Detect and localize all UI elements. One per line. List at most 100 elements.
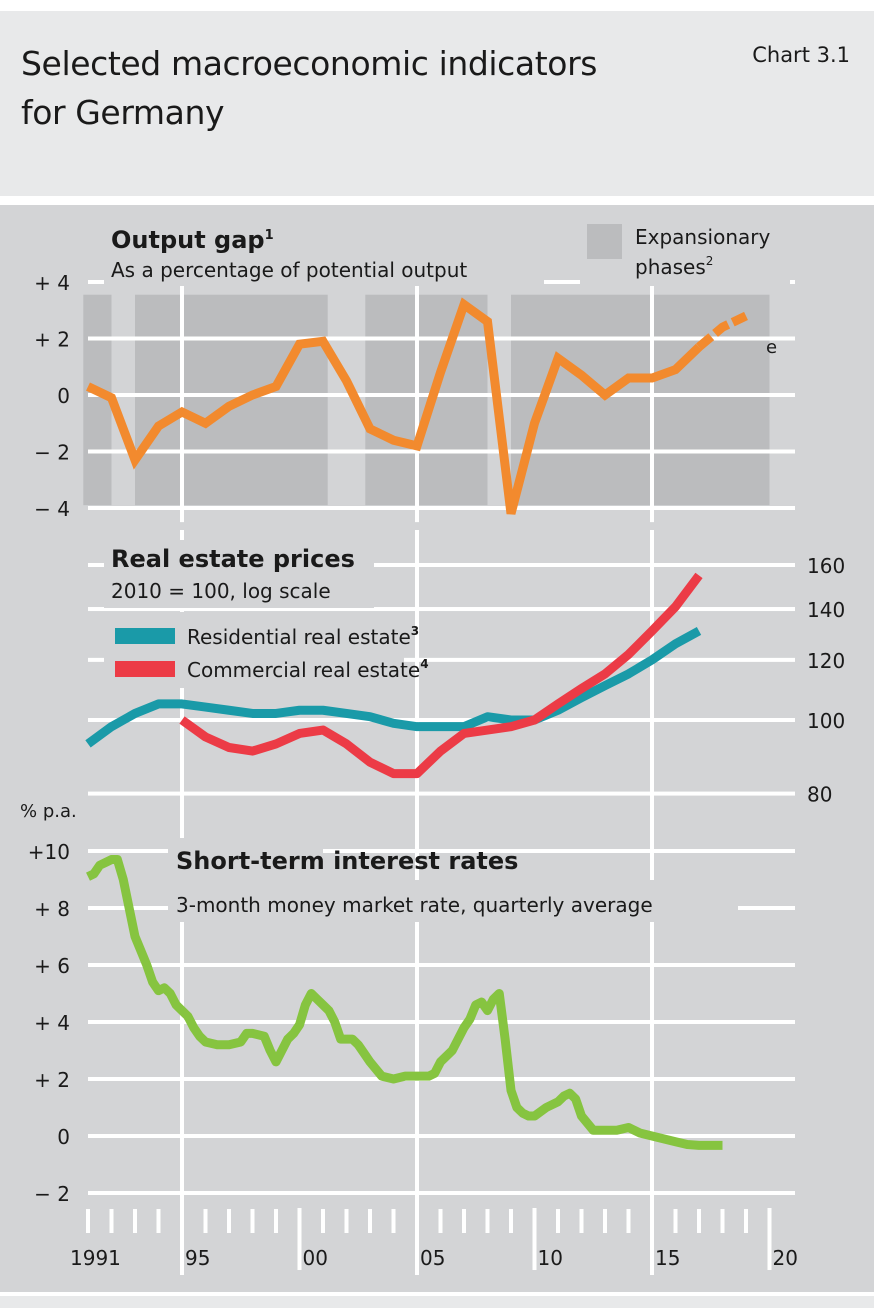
interest-title: Short-term interest rates bbox=[176, 847, 518, 875]
output-gap-y-tick-label: 0 bbox=[57, 384, 70, 408]
real-estate-y-tick-label: 80 bbox=[807, 783, 832, 807]
interest-gridline bbox=[88, 849, 795, 853]
chart-number: Chart 3.1 bbox=[752, 43, 850, 67]
legend-expansion-label: Expansionary bbox=[635, 225, 770, 249]
vertical-gridline bbox=[415, 820, 419, 1275]
interest-gridline bbox=[88, 1191, 795, 1195]
residential-real-estate-line bbox=[85, 626, 702, 748]
interest-y-unit: % p.a. bbox=[20, 801, 77, 822]
x-minor-tick bbox=[626, 1209, 631, 1233]
real-estate-y-tick-label: 160 bbox=[807, 554, 845, 578]
grid-lines bbox=[88, 222, 795, 1275]
real-estate-gridline bbox=[88, 791, 795, 796]
x-tick-label: 05 bbox=[420, 1246, 445, 1270]
real-estate-y-tick-label: 120 bbox=[807, 649, 845, 673]
x-major-tick bbox=[767, 1208, 772, 1270]
x-major-tick bbox=[650, 1208, 654, 1270]
x-minor-tick bbox=[509, 1209, 513, 1233]
x-minor-tick bbox=[579, 1209, 584, 1233]
real-estate-title-backdrop bbox=[104, 540, 374, 608]
vertical-gridline bbox=[415, 222, 419, 523]
legend-expansion-label-2: phases2 bbox=[635, 254, 713, 279]
output-gap-gridline bbox=[88, 393, 795, 397]
output-gap-title-backdrop bbox=[104, 218, 544, 286]
legend-commercial-swatch bbox=[115, 661, 175, 677]
expansionary-phase-band bbox=[135, 294, 328, 506]
x-major-tick bbox=[415, 1208, 419, 1270]
x-minor-tick bbox=[744, 1209, 748, 1233]
vertical-gridline bbox=[650, 222, 654, 523]
legend-residential-swatch bbox=[115, 628, 175, 644]
output-gap-gridline bbox=[88, 449, 795, 454]
x-tick-label: 10 bbox=[538, 1246, 563, 1270]
legend-residential-label: Residential real estate3 bbox=[187, 624, 419, 649]
x-minor-tick bbox=[203, 1209, 208, 1233]
x-minor-tick bbox=[438, 1209, 443, 1233]
vertical-gridline bbox=[650, 820, 654, 1275]
x-minor-tick bbox=[720, 1209, 725, 1233]
x-major-tick bbox=[180, 1208, 184, 1270]
output-gap-line bbox=[86, 297, 703, 515]
text-labels: Output gap1 As a percentage of potential… bbox=[20, 218, 845, 1270]
x-minor-tick bbox=[462, 1209, 466, 1233]
chart-footer-band bbox=[0, 1296, 874, 1308]
x-minor-tick bbox=[227, 1209, 231, 1233]
chart-header: Selected macroeconomic indicators for Ge… bbox=[0, 11, 874, 196]
series-lines bbox=[85, 297, 748, 1150]
x-minor-tick bbox=[556, 1209, 560, 1233]
real-estate-gridline bbox=[88, 718, 795, 722]
output-gap-estimate-line bbox=[696, 311, 748, 351]
x-minor-tick bbox=[109, 1209, 114, 1233]
real-estate-title: Real estate prices bbox=[111, 545, 355, 573]
axis-ticks bbox=[86, 1208, 772, 1270]
interest-gridline bbox=[88, 1077, 795, 1081]
vertical-gridline bbox=[650, 530, 654, 820]
interest-y-tick-label: + 2 bbox=[34, 1068, 70, 1092]
x-minor-tick bbox=[344, 1209, 349, 1233]
interest-y-tick-label: +10 bbox=[28, 840, 70, 864]
expansionary-phase-band bbox=[511, 294, 770, 506]
x-tick-label: 20 bbox=[773, 1246, 798, 1270]
x-tick-label: 15 bbox=[655, 1246, 680, 1270]
output-gap-y-tick-label: − 4 bbox=[34, 497, 70, 521]
output-gap-subtitle: As a percentage of potential output bbox=[111, 258, 467, 282]
real-estate-gridline bbox=[88, 607, 795, 612]
commercial-real-estate-line bbox=[179, 572, 703, 779]
interest-gridline bbox=[88, 1020, 795, 1024]
output-gap-y-tick-label: + 4 bbox=[34, 271, 70, 295]
legend-commercial-label: Commercial real estate4 bbox=[187, 657, 429, 682]
interest-gridline bbox=[88, 1134, 795, 1138]
vertical-gridline bbox=[415, 530, 419, 820]
x-tick-label: 95 bbox=[185, 1246, 210, 1270]
interest-subtitle-backdrop bbox=[168, 880, 738, 922]
x-tick-label: 00 bbox=[303, 1246, 328, 1270]
expansionary-phase-bands bbox=[83, 294, 770, 506]
interest-y-tick-label: − 2 bbox=[34, 1182, 70, 1206]
x-minor-tick bbox=[673, 1209, 678, 1233]
output-gap-y-tick-label: − 2 bbox=[34, 441, 70, 465]
x-minor-tick bbox=[156, 1209, 161, 1233]
real-estate-y-tick-label: 100 bbox=[807, 709, 845, 733]
x-minor-tick bbox=[274, 1209, 278, 1233]
estimate-marker: e bbox=[766, 337, 777, 358]
x-minor-tick bbox=[321, 1209, 325, 1233]
x-minor-tick bbox=[485, 1209, 490, 1233]
interest-y-tick-label: + 8 bbox=[34, 897, 70, 921]
chart-title-line-2: for Germany bbox=[21, 93, 225, 132]
x-minor-tick bbox=[697, 1209, 701, 1233]
x-minor-tick bbox=[391, 1209, 396, 1233]
real-estate-y-tick-label: 140 bbox=[807, 598, 845, 622]
real-estate-gridline bbox=[88, 657, 795, 662]
x-major-tick bbox=[532, 1208, 537, 1270]
x-minor-tick bbox=[603, 1209, 607, 1233]
legend-expansion-swatch bbox=[587, 224, 622, 259]
interest-subtitle: 3-month money market rate, quarterly ave… bbox=[176, 893, 653, 917]
output-gap-title: Output gap1 bbox=[111, 226, 274, 254]
chart-title-line-1: Selected macroeconomic indicators bbox=[21, 44, 598, 83]
vertical-gridline bbox=[180, 820, 184, 1275]
interest-gridline bbox=[88, 963, 795, 967]
vertical-gridline bbox=[180, 222, 184, 523]
interest-y-tick-label: 0 bbox=[57, 1125, 70, 1149]
real-estate-subtitle: 2010 = 100, log scale bbox=[111, 579, 331, 603]
